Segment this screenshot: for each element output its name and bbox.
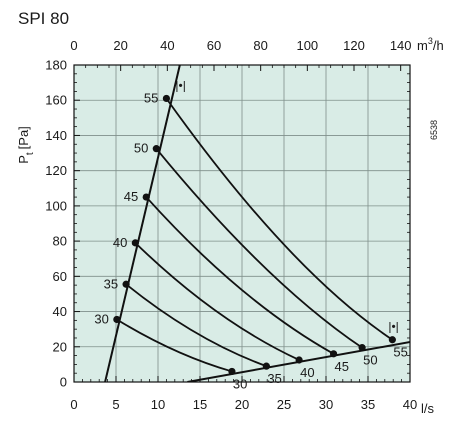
y-tick-label: 40 [53,304,67,319]
operating-boundaries [104,65,410,382]
curve-45-start-label: 45 [124,189,138,204]
x-axis-bottom-label: l/s [421,401,435,416]
min-boundary-marker: |•| [175,78,185,92]
side-code: 6538 [429,120,439,140]
x-top-tick-label: 40 [160,38,174,53]
x-bottom-tick-label: 15 [193,397,207,412]
x-bottom-tick-label: 30 [319,397,333,412]
y-tick-label: 180 [45,58,67,73]
max-boundary-marker: |•| [388,320,398,334]
x-top-tick-label: 0 [70,38,77,53]
y-tick-label: 140 [45,128,67,143]
y-axis-ticks: 0 20 40 60 80 100 120 140 160 180 [45,58,80,390]
curve-55 [165,97,393,341]
curve-30-start-label: 30 [94,311,108,326]
x-axis-top-label: m3/h [417,36,444,53]
x-axis-top-label-rest: /h [433,38,444,53]
x-top-tick-label: 140 [390,38,412,53]
x-bottom-tick-label: 20 [235,397,249,412]
min-speed-boundary-line [104,65,181,382]
curve-55-start-label: 55 [144,90,158,105]
x-bottom-tick-label: 0 [70,397,77,412]
x-axis-bottom-ticks: 0 5 10 15 20 25 30 35 40 [70,376,417,412]
y-axis-label-main: P [16,155,31,164]
x-bottom-tick-label: 40 [403,397,417,412]
chart-title: SPI 80 [18,9,69,28]
y-tick-label: 60 [53,269,67,284]
curve-50-end-label: 50 [363,353,377,368]
curve-30 [116,318,233,373]
curve-35-start-label: 35 [104,276,118,291]
curve-40-start-label: 40 [113,235,127,250]
curve-45 [145,196,334,355]
y-axis-label-sub: t [25,152,36,155]
y-tick-label: 20 [53,339,67,354]
x-top-tick-label: 60 [207,38,221,53]
x-bottom-tick-label: 25 [277,397,291,412]
x-bottom-tick-label: 5 [112,397,119,412]
curve-55-start-point [162,94,170,103]
x-bottom-tick-label: 35 [361,397,375,412]
curve-55-end-point [388,336,396,344]
y-tick-label: 120 [45,163,67,178]
curve-30-end-label: 30 [233,376,247,391]
curve-50 [155,148,363,349]
x-top-tick-label: 20 [113,38,127,53]
x-axis-top-label-sup: 3 [428,36,433,46]
x-top-tick-label: 80 [253,38,267,53]
curve-40-end-label: 40 [300,365,314,380]
curve-40 [134,242,300,361]
y-tick-label: 100 [45,198,67,213]
x-axis-top-label-main: m [417,38,428,53]
curve-labels: 30 30 35 35 40 40 45 45 50 50 55 55 |•| |•| [94,78,407,391]
curve-50-start-label: 50 [134,141,148,156]
y-tick-label: 0 [60,375,67,390]
x-top-tick-label: 120 [343,38,365,53]
x-axis-top-ticks: 0 20 40 60 80 100 120 140 [70,38,412,71]
curve-45-end-label: 45 [335,359,349,374]
y-tick-label: 160 [45,93,67,108]
x-top-tick-label: 100 [296,38,318,53]
curve-50-start-point [152,145,160,153]
x-bottom-tick-label: 10 [151,397,165,412]
y-axis-label-unit: [Pa] [16,126,31,149]
y-axis-label: Pt [Pa] [16,126,36,164]
grid [74,65,410,382]
curve-35 [125,283,267,367]
curve-55-end-label: 55 [393,345,407,360]
y-tick-label: 80 [53,234,67,249]
max-flow-boundary-line [187,340,410,382]
curve-35-end-label: 35 [267,371,281,386]
